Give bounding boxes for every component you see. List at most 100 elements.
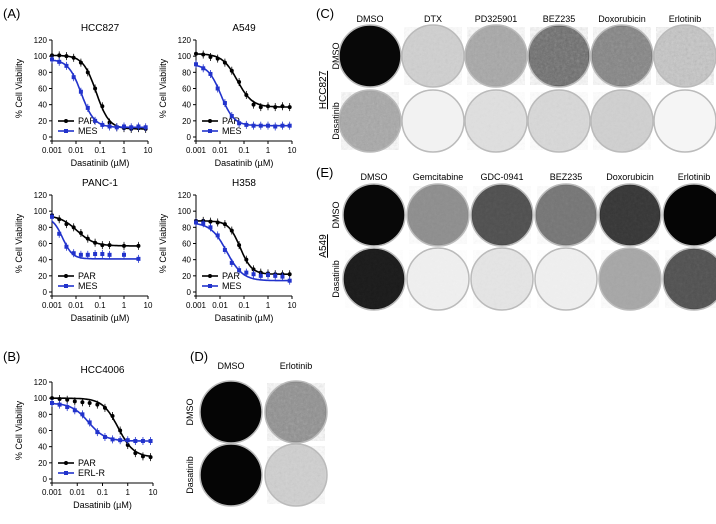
y-tick-label: 20 — [182, 272, 191, 281]
data-point-erl-r — [118, 438, 123, 443]
y-tick-label: 120 — [178, 191, 192, 200]
legend-label: MES — [78, 281, 98, 291]
data-point-par — [148, 455, 153, 460]
chart-title: HCC827 — [81, 23, 120, 34]
y-tick-label: 20 — [38, 117, 47, 126]
chart-title: H358 — [232, 178, 256, 189]
legend-marker — [208, 284, 212, 288]
data-point-erl-r — [133, 439, 138, 444]
well-rim — [464, 24, 528, 88]
data-point-mes — [78, 89, 83, 94]
data-point-par — [133, 451, 138, 456]
data-point-mes — [85, 105, 90, 110]
data-point-mes — [266, 123, 270, 128]
data-point-par — [118, 428, 123, 433]
data-point-mes — [100, 252, 105, 257]
well-grain — [537, 186, 595, 244]
well — [342, 247, 406, 311]
data-point-mes — [201, 221, 206, 226]
legend-label: PAR — [222, 116, 240, 126]
panel-e-plates: DMSO Gemcitabine GDC-0941 BEZ235 Doxorubicin… — [318, 172, 716, 311]
well — [464, 89, 528, 153]
data-point-par — [194, 51, 198, 56]
data-point-par — [50, 396, 54, 401]
x-axis-label: Dasatinib (µM) — [73, 500, 132, 510]
data-point-par — [100, 243, 105, 248]
data-point-par — [95, 402, 100, 407]
legend-label: MES — [78, 126, 98, 136]
data-point-par — [122, 243, 126, 248]
plate-column-label: BEZ235 — [550, 172, 583, 182]
y-tick-label: 60 — [182, 85, 191, 94]
x-tick-label: 0.01 — [212, 301, 228, 310]
well-rim — [464, 89, 528, 153]
well — [264, 443, 328, 507]
data-point-mes — [122, 252, 126, 257]
legend-label: PAR — [78, 271, 96, 281]
y-tick-label: 40 — [38, 443, 47, 452]
well-grain — [593, 92, 651, 150]
chart-hcc4006: HCC4006 0 20 40 60 80 100 120 0.001 0.01 0.1 1 10 Das… — [14, 365, 158, 510]
well-grain — [656, 27, 714, 85]
well-rim — [264, 443, 328, 507]
panel-c-plates: DMSO DTX PD325901 BEZ235 Doxorubicin Erlotini… — [318, 14, 716, 153]
plate-column-label: Erlotinib — [669, 14, 702, 24]
legend-marker — [208, 274, 212, 278]
well-grain — [345, 250, 403, 308]
legend-marker — [64, 284, 68, 288]
data-point-par — [78, 230, 83, 235]
x-tick-label: 0.1 — [238, 301, 250, 310]
y-tick-label: 100 — [178, 207, 192, 216]
x-axis-label: Dasatinib (µM) — [71, 158, 130, 168]
data-point-mes — [287, 278, 292, 283]
plate-row-label: Dasatinib — [331, 102, 341, 140]
well-rim — [401, 24, 465, 88]
data-point-mes — [194, 220, 198, 225]
data-point-par — [93, 240, 98, 245]
plate-column-label: GDC-0941 — [480, 172, 523, 182]
well — [338, 89, 402, 153]
well — [464, 24, 528, 88]
data-point-mes — [100, 122, 105, 127]
data-point-par — [229, 68, 234, 73]
well-rim — [264, 380, 328, 444]
x-tick-label: 1 — [122, 301, 127, 310]
data-point-mes — [287, 123, 292, 128]
data-point-par — [65, 397, 70, 402]
data-point-par — [71, 225, 76, 230]
data-point-par — [244, 92, 249, 97]
plate-row-label: DMSO — [331, 43, 341, 70]
x-tick-label: 10 — [144, 146, 153, 155]
legend-label: PAR — [78, 116, 96, 126]
panel-label-b: (B) — [3, 349, 20, 364]
data-point-par — [85, 70, 90, 75]
well-grain — [593, 27, 651, 85]
y-tick-label: 60 — [38, 85, 47, 94]
well-rim — [653, 89, 716, 153]
data-point-mes — [136, 256, 141, 261]
data-point-mes — [266, 273, 270, 278]
data-point-mes — [280, 274, 285, 279]
data-point-par — [85, 236, 90, 241]
plate-column-label: Gemcitabine — [413, 172, 464, 182]
y-tick-label: 0 — [43, 475, 48, 484]
x-tick-label: 0.1 — [94, 301, 106, 310]
well-rim — [534, 247, 598, 311]
data-point-mes — [122, 124, 126, 129]
data-point-mes — [93, 118, 98, 123]
plate-column-label: DTX — [424, 14, 442, 24]
well — [534, 183, 598, 247]
y-tick-label: 40 — [38, 256, 47, 265]
well-rim — [470, 183, 534, 247]
well — [199, 443, 263, 507]
data-point-par — [87, 401, 92, 406]
y-tick-label: 0 — [43, 288, 48, 297]
x-tick-label: 0.01 — [69, 488, 85, 497]
well — [662, 183, 716, 247]
y-tick-label: 0 — [187, 133, 192, 142]
y-tick-label: 120 — [178, 36, 192, 45]
x-tick-label: 0.01 — [68, 301, 84, 310]
data-point-mes — [57, 231, 62, 236]
y-tick-label: 80 — [38, 410, 47, 419]
data-point-mes — [194, 62, 198, 67]
